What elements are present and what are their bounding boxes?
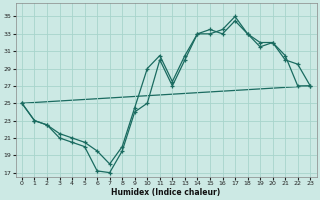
X-axis label: Humidex (Indice chaleur): Humidex (Indice chaleur) [111, 188, 221, 197]
